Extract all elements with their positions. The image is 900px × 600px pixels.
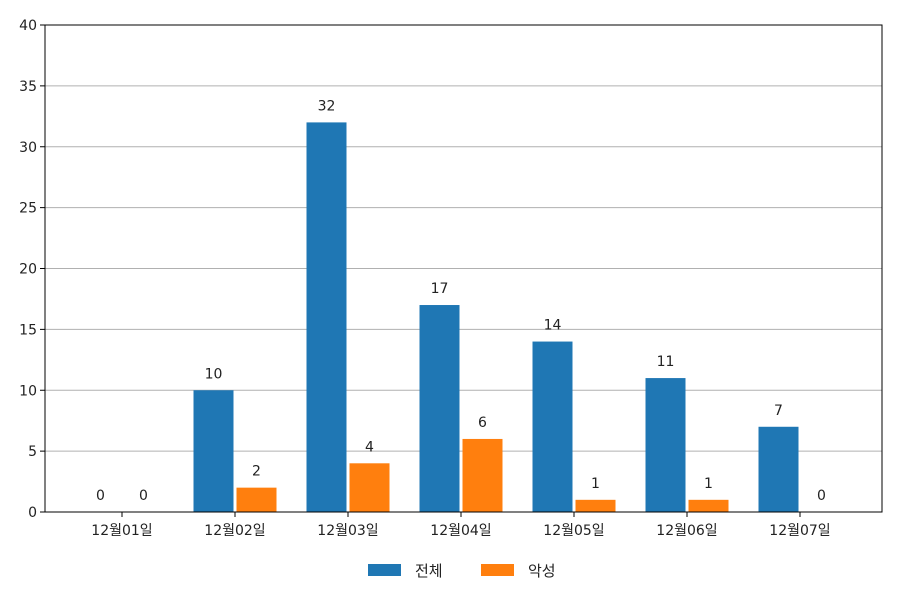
- bar-value-label: 10: [205, 366, 223, 382]
- y-axis: 0 5 10 15 20 25 30 35 40: [19, 18, 45, 521]
- bar-malicious: [688, 499, 729, 512]
- bar-malicious: [236, 487, 277, 512]
- grid-lines: [45, 85, 882, 452]
- bar-value-label: 7: [774, 403, 783, 419]
- bar-malicious: [462, 438, 503, 512]
- legend-swatch: [481, 564, 514, 576]
- y-tick-label: 10: [19, 383, 37, 399]
- bar-value-label: 4: [365, 439, 374, 455]
- bar-value-label: 0: [96, 488, 105, 504]
- bar-value-label: 14: [544, 318, 562, 334]
- legend-label: 악성: [528, 562, 556, 580]
- legend-label: 전체: [415, 562, 443, 580]
- bar-value-label: 2: [252, 464, 261, 480]
- x-tick-label: 12월06일: [656, 523, 717, 539]
- bar-total: [306, 122, 347, 513]
- bar-value-label: 11: [657, 354, 675, 370]
- bar-total: [419, 305, 460, 512]
- y-tick-label: 5: [28, 444, 37, 460]
- x-tick-label: 12월01일: [91, 523, 152, 539]
- bar-value-label: 0: [817, 488, 826, 504]
- y-tick-label: 40: [19, 18, 37, 34]
- bar-value-label: 17: [431, 281, 449, 297]
- x-tick-label: 12월04일: [430, 523, 491, 539]
- bar-total: [645, 378, 686, 512]
- legend-swatch: [368, 564, 401, 576]
- y-tick-label: 30: [19, 140, 37, 156]
- bar-value-label: 32: [318, 98, 336, 114]
- bar-malicious: [575, 499, 616, 512]
- x-tick-label: 12월02일: [204, 523, 265, 539]
- bars-group: [193, 122, 799, 513]
- legend: 전체 악성: [368, 562, 556, 580]
- bar-malicious: [349, 463, 390, 512]
- x-tick-label: 12월05일: [543, 523, 604, 539]
- y-tick-label: 35: [19, 79, 37, 95]
- bar-value-label: 1: [591, 476, 600, 492]
- bar-value-label: 0: [139, 488, 148, 504]
- y-tick-label: 0: [28, 505, 37, 521]
- y-tick-label: 15: [19, 322, 37, 338]
- x-tick-label: 12월03일: [317, 523, 378, 539]
- bar-total: [193, 390, 234, 512]
- bar-total: [532, 341, 573, 512]
- x-axis: 12월01일 12월02일 12월03일 12월04일 12월05일 12월06일 12월0…: [91, 512, 831, 539]
- bar-total: [758, 426, 799, 512]
- bar-value-label: 6: [478, 415, 487, 431]
- x-tick-label: 12월07일: [769, 523, 830, 539]
- bar-value-label: 1: [704, 476, 713, 492]
- y-tick-label: 20: [19, 262, 37, 278]
- y-tick-label: 25: [19, 201, 37, 217]
